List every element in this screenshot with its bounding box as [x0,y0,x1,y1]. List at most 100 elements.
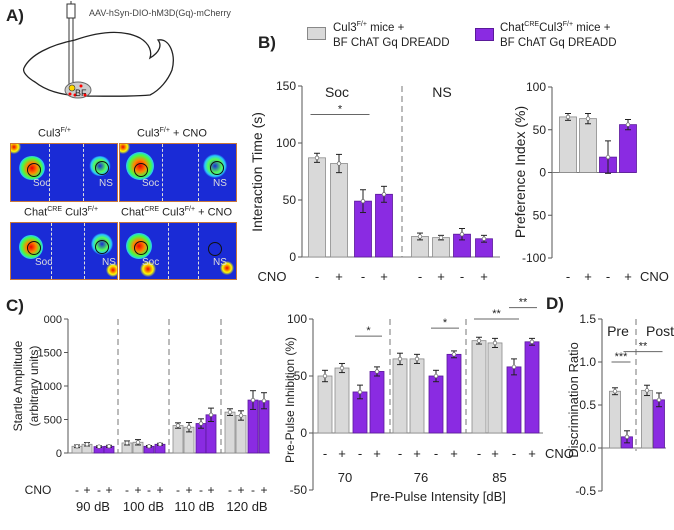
ppi-category-label: 76 [414,470,428,485]
startle-cno-label: - [97,483,101,497]
nonsocial-cup-ring [95,161,109,175]
discrimination-y-tick-label: -0.5 [575,484,596,498]
startle-mean-point [84,442,90,447]
ppi-cno-label: + [450,446,458,461]
heatmap-hotspot [220,261,234,275]
preference-y-tick-label: 0 [539,166,546,180]
preference-cno-label: + [584,269,592,284]
interaction-significance-label: * [338,104,343,116]
interaction-bar [432,237,450,258]
interaction-mean-point [438,235,444,240]
interaction-cno-label: - [361,269,365,284]
startle-cno-label: + [185,483,192,497]
chamber-divider [49,144,50,201]
startle-cno-label: - [199,483,203,497]
legend-swatch-chat [475,28,494,41]
preference-y-tick-label: 50 [533,123,547,137]
soc-label: Soc [35,257,53,268]
interaction-cno-label: + [437,269,445,284]
ppi-y-tick-label: -50 [290,483,308,497]
discrimination-mean-point [624,434,630,439]
labeled-cell-dot [73,93,77,97]
startle-mean-point [238,413,244,418]
legend-text: mice + [573,21,611,34]
ppi-mean-point [414,356,420,362]
chamber-divider [162,144,163,201]
ppi-cno-label: + [528,446,536,461]
startle-mean-point [261,398,267,403]
startle-mean-point [208,412,214,417]
legend-text: BF ChAT Gq DREADD [500,36,617,49]
startle-mean-point [227,409,233,415]
startle-mean-point [96,444,102,449]
legend-superscript: CRE [524,21,540,28]
discrimination-group-label: Pre [607,323,629,339]
startle-cno-label: - [228,483,232,497]
ppi-bar [334,367,350,434]
startle-y-label-line2: (arbitrary units) [27,346,41,427]
startle-cno-label: + [260,483,267,497]
heatmap-hotspot [120,144,130,154]
nonsocial-cup-ring [210,161,224,175]
interaction-cno-label: + [480,269,488,284]
interaction-bar [330,163,348,258]
ppi-bar [487,342,503,434]
interaction-mean-point [360,198,366,204]
ppi-category-label: 70 [338,470,352,485]
ppi-significance-label: ** [519,297,528,309]
interaction-cno-label: + [335,269,343,284]
social-cup-ring [134,163,148,177]
discrimination-significance-label: *** [615,351,629,363]
interaction-cno-title: CNO [258,269,287,284]
discrimination-bar [609,390,621,449]
interaction-y-tick-label: 50 [283,193,297,207]
interaction-cno-label: - [315,269,319,284]
interaction-y-tick-label: 100 [276,136,296,150]
interaction-group-label: NS [432,84,451,100]
heatmap-title-text: Cul3 [137,127,160,140]
ppi-cno-label: - [477,446,481,461]
startle-cno-label: + [207,483,214,497]
injection-site-marker [68,84,76,92]
interaction-cno-label: + [380,269,388,284]
ppi-cno-label: - [323,446,327,461]
discrimination-y-tick-label: 1.0 [579,355,596,369]
preference-cno-title: CNO [640,269,669,284]
startle-cno-label: + [134,483,141,497]
startle-mean-point [157,442,163,447]
discrimination-group-label: Post [646,323,674,339]
ppi-significance-label: * [366,325,371,337]
heatmap-title-3: ChatCRE Cul3F/+ [24,206,98,219]
soc-label: Soc [33,178,51,189]
ppi-bar [392,358,408,434]
nonsocial-cup-ring [95,240,109,254]
startle-y-tick-label: 500 [44,415,62,427]
ppi-mean-point [374,369,380,374]
heatmap-hotspot [11,144,21,154]
ppi-cno-label: - [358,446,362,461]
bf-label: BF [75,88,87,98]
startle-mean-point [135,440,141,445]
legend-text: BF ChAT Gq DREADD [333,36,450,49]
chamber-divider [84,223,85,279]
ppi-cno-label: - [398,446,402,461]
ppi-mean-point [339,365,345,371]
ppi-mean-point [397,356,403,362]
panel-label-c: C) [6,296,24,315]
ppi-bar [369,371,385,434]
ppi-cno-label: - [434,446,438,461]
ppi-mean-point [492,340,498,346]
legend-text: Chat [500,21,525,34]
ppi-cno-label: + [338,446,346,461]
startle-category-label: 90 dB [76,499,110,514]
discrimination-y-tick-label: 0.0 [579,441,596,455]
preference-bar [559,116,577,173]
heatmap-title-suffix: + CNO [195,206,233,219]
social-cup-ring [27,163,41,177]
startle-y-tick-label: 0 [56,448,62,460]
ppi-y-tick-label: 0 [300,426,307,440]
ppi-y-tick-label: 100 [287,312,307,326]
preference-y-label: Preference Index (%) [512,106,528,238]
interaction-y-tick-label: 150 [276,79,296,93]
